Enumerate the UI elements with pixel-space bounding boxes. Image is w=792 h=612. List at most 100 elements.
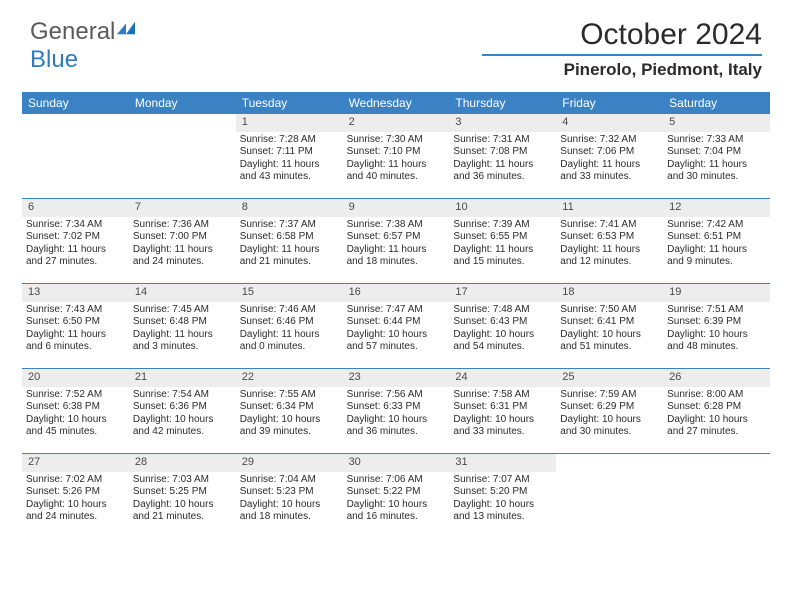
daylight-text: Daylight: 10 hours and 33 minutes. (453, 414, 552, 439)
sunrise-text: Sunrise: 7:41 AM (560, 219, 659, 232)
week-row: 1Sunrise: 7:28 AMSunset: 7:11 PMDaylight… (22, 114, 770, 198)
day-content: Sunrise: 7:45 AMSunset: 6:48 PMDaylight:… (129, 302, 236, 358)
day-number: 18 (556, 284, 663, 302)
daylight-text: Daylight: 10 hours and 30 minutes. (560, 414, 659, 439)
sunrise-text: Sunrise: 7:33 AM (667, 134, 766, 147)
day-cell: 31Sunrise: 7:07 AMSunset: 5:20 PMDayligh… (449, 454, 556, 538)
daylight-text: Daylight: 10 hours and 16 minutes. (347, 499, 446, 524)
day-number: 10 (449, 199, 556, 217)
day-cell: 1Sunrise: 7:28 AMSunset: 7:11 PMDaylight… (236, 114, 343, 198)
day-cell: 24Sunrise: 7:58 AMSunset: 6:31 PMDayligh… (449, 369, 556, 453)
day-number (22, 114, 129, 132)
daylight-text: Daylight: 11 hours and 21 minutes. (240, 244, 339, 269)
sunset-text: Sunset: 6:43 PM (453, 316, 552, 329)
sunrise-text: Sunrise: 7:34 AM (26, 219, 125, 232)
sunset-text: Sunset: 6:29 PM (560, 401, 659, 414)
sunset-text: Sunset: 6:58 PM (240, 231, 339, 244)
daylight-text: Daylight: 10 hours and 24 minutes. (26, 499, 125, 524)
day-number: 20 (22, 369, 129, 387)
day-content: Sunrise: 7:59 AMSunset: 6:29 PMDaylight:… (556, 387, 663, 443)
day-number: 12 (663, 199, 770, 217)
day-content: Sunrise: 7:07 AMSunset: 5:20 PMDaylight:… (449, 472, 556, 528)
sunrise-text: Sunrise: 7:30 AM (347, 134, 446, 147)
day-cell: 30Sunrise: 7:06 AMSunset: 5:22 PMDayligh… (343, 454, 450, 538)
day-content: Sunrise: 7:54 AMSunset: 6:36 PMDaylight:… (129, 387, 236, 443)
sunrise-text: Sunrise: 7:56 AM (347, 389, 446, 402)
sunset-text: Sunset: 5:20 PM (453, 486, 552, 499)
sunset-text: Sunset: 6:53 PM (560, 231, 659, 244)
logo-text: General Blue (30, 18, 135, 74)
day-number (663, 454, 770, 472)
day-number: 6 (22, 199, 129, 217)
daylight-text: Daylight: 11 hours and 24 minutes. (133, 244, 232, 269)
day-cell (22, 114, 129, 198)
day-number: 5 (663, 114, 770, 132)
day-cell: 25Sunrise: 7:59 AMSunset: 6:29 PMDayligh… (556, 369, 663, 453)
day-number: 11 (556, 199, 663, 217)
day-cell: 4Sunrise: 7:32 AMSunset: 7:06 PMDaylight… (556, 114, 663, 198)
day-number: 13 (22, 284, 129, 302)
day-cell: 18Sunrise: 7:50 AMSunset: 6:41 PMDayligh… (556, 284, 663, 368)
day-cell: 17Sunrise: 7:48 AMSunset: 6:43 PMDayligh… (449, 284, 556, 368)
day-cell: 27 Sunrise: 7:02 AMSunset: 5:26 PMDayligh… (22, 454, 129, 538)
daylight-text: Daylight: 11 hours and 0 minutes. (240, 329, 339, 354)
sunrise-text: Sunrise: 7:39 AM (453, 219, 552, 232)
day-content: Sunrise: 7:31 AMSunset: 7:08 PMDaylight:… (449, 132, 556, 188)
sunset-text: Sunset: 5:25 PM (133, 486, 232, 499)
location-subtitle: Pinerolo, Piedmont, Italy (482, 60, 762, 80)
day-number: 25 (556, 369, 663, 387)
sunrise-text: Sunrise: 7:47 AM (347, 304, 446, 317)
logo-text-blue: Blue (30, 46, 78, 73)
day-number: 7 (129, 199, 236, 217)
day-number: 2 (343, 114, 450, 132)
day-cell: 13Sunrise: 7:43 AMSunset: 6:50 PMDayligh… (22, 284, 129, 368)
day-content: Sunrise: 7:41 AMSunset: 6:53 PMDaylight:… (556, 217, 663, 273)
day-cell: 29Sunrise: 7:04 AMSunset: 5:23 PMDayligh… (236, 454, 343, 538)
daylight-text: Daylight: 11 hours and 30 minutes. (667, 159, 766, 184)
day-content: Sunrise: 7:38 AMSunset: 6:57 PMDaylight:… (343, 217, 450, 273)
day-cell: 23Sunrise: 7:56 AMSunset: 6:33 PMDayligh… (343, 369, 450, 453)
day-content: Sunrise: 7:48 AMSunset: 6:43 PMDaylight:… (449, 302, 556, 358)
sunset-text: Sunset: 5:23 PM (240, 486, 339, 499)
day-content: Sunrise: 7:42 AMSunset: 6:51 PMDaylight:… (663, 217, 770, 273)
day-content: Sunrise: 7:32 AMSunset: 7:06 PMDaylight:… (556, 132, 663, 188)
daylight-text: Daylight: 10 hours and 45 minutes. (26, 414, 125, 439)
day-content: Sunrise: 7:28 AMSunset: 7:11 PMDaylight:… (236, 132, 343, 188)
day-number: 30 (343, 454, 450, 472)
day-cell (556, 454, 663, 538)
day-cell: 6Sunrise: 7:34 AMSunset: 7:02 PMDaylight… (22, 199, 129, 283)
day-content: Sunrise: 7:36 AMSunset: 7:00 PMDaylight:… (129, 217, 236, 273)
day-content (556, 472, 663, 478)
day-header-tue: Tuesday (236, 92, 343, 114)
sunset-text: Sunset: 6:36 PM (133, 401, 232, 414)
sunset-text: Sunset: 7:11 PM (240, 146, 339, 159)
day-cell: 26Sunrise: 8:00 AMSunset: 6:28 PMDayligh… (663, 369, 770, 453)
day-number: 29 (236, 454, 343, 472)
sunset-text: Sunset: 6:55 PM (453, 231, 552, 244)
sunset-text: Sunset: 5:26 PM (26, 486, 125, 499)
sunset-text: Sunset: 7:06 PM (560, 146, 659, 159)
sunrise-text: Sunrise: 7:46 AM (240, 304, 339, 317)
logo-glyph-icon (117, 14, 135, 42)
day-content: Sunrise: 7:51 AMSunset: 6:39 PMDaylight:… (663, 302, 770, 358)
sunset-text: Sunset: 6:39 PM (667, 316, 766, 329)
day-number: 4 (556, 114, 663, 132)
daylight-text: Daylight: 11 hours and 6 minutes. (26, 329, 125, 354)
day-number (556, 454, 663, 472)
day-number: 27 (22, 454, 129, 472)
weeks-container: 1Sunrise: 7:28 AMSunset: 7:11 PMDaylight… (22, 114, 770, 538)
day-content: Sunrise: 7:39 AMSunset: 6:55 PMDaylight:… (449, 217, 556, 273)
sunrise-text: Sunrise: 7:02 AM (26, 474, 125, 487)
daylight-text: Daylight: 10 hours and 51 minutes. (560, 329, 659, 354)
sunset-text: Sunset: 7:08 PM (453, 146, 552, 159)
sunset-text: Sunset: 7:10 PM (347, 146, 446, 159)
daylight-text: Daylight: 11 hours and 43 minutes. (240, 159, 339, 184)
daylight-text: Daylight: 10 hours and 57 minutes. (347, 329, 446, 354)
daylight-text: Daylight: 10 hours and 21 minutes. (133, 499, 232, 524)
day-cell: 12Sunrise: 7:42 AMSunset: 6:51 PMDayligh… (663, 199, 770, 283)
day-header-thu: Thursday (449, 92, 556, 114)
day-content: Sunrise: 7:30 AMSunset: 7:10 PMDaylight:… (343, 132, 450, 188)
daylight-text: Daylight: 10 hours and 54 minutes. (453, 329, 552, 354)
sunrise-text: Sunrise: 8:00 AM (667, 389, 766, 402)
sunrise-text: Sunrise: 7:38 AM (347, 219, 446, 232)
